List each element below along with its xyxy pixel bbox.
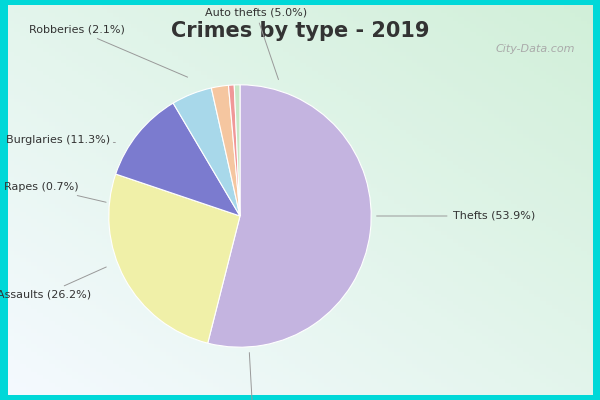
Text: Assaults (26.2%): Assaults (26.2%) [0, 267, 106, 300]
Text: Burglaries (11.3%): Burglaries (11.3%) [7, 135, 115, 145]
Wedge shape [211, 85, 240, 216]
Wedge shape [109, 174, 240, 343]
Text: Murders (0.7%): Murders (0.7%) [210, 352, 296, 400]
Text: Thefts (53.9%): Thefts (53.9%) [377, 211, 535, 221]
Wedge shape [229, 85, 240, 216]
Wedge shape [173, 88, 240, 216]
Wedge shape [208, 85, 371, 347]
Wedge shape [116, 103, 240, 216]
Text: Rapes (0.7%): Rapes (0.7%) [4, 182, 106, 202]
Wedge shape [234, 85, 240, 216]
Text: Robberies (2.1%): Robberies (2.1%) [29, 25, 188, 77]
Text: Crimes by type - 2019: Crimes by type - 2019 [171, 21, 429, 41]
Text: Auto thefts (5.0%): Auto thefts (5.0%) [205, 8, 307, 80]
Text: City-Data.com: City-Data.com [495, 44, 575, 54]
